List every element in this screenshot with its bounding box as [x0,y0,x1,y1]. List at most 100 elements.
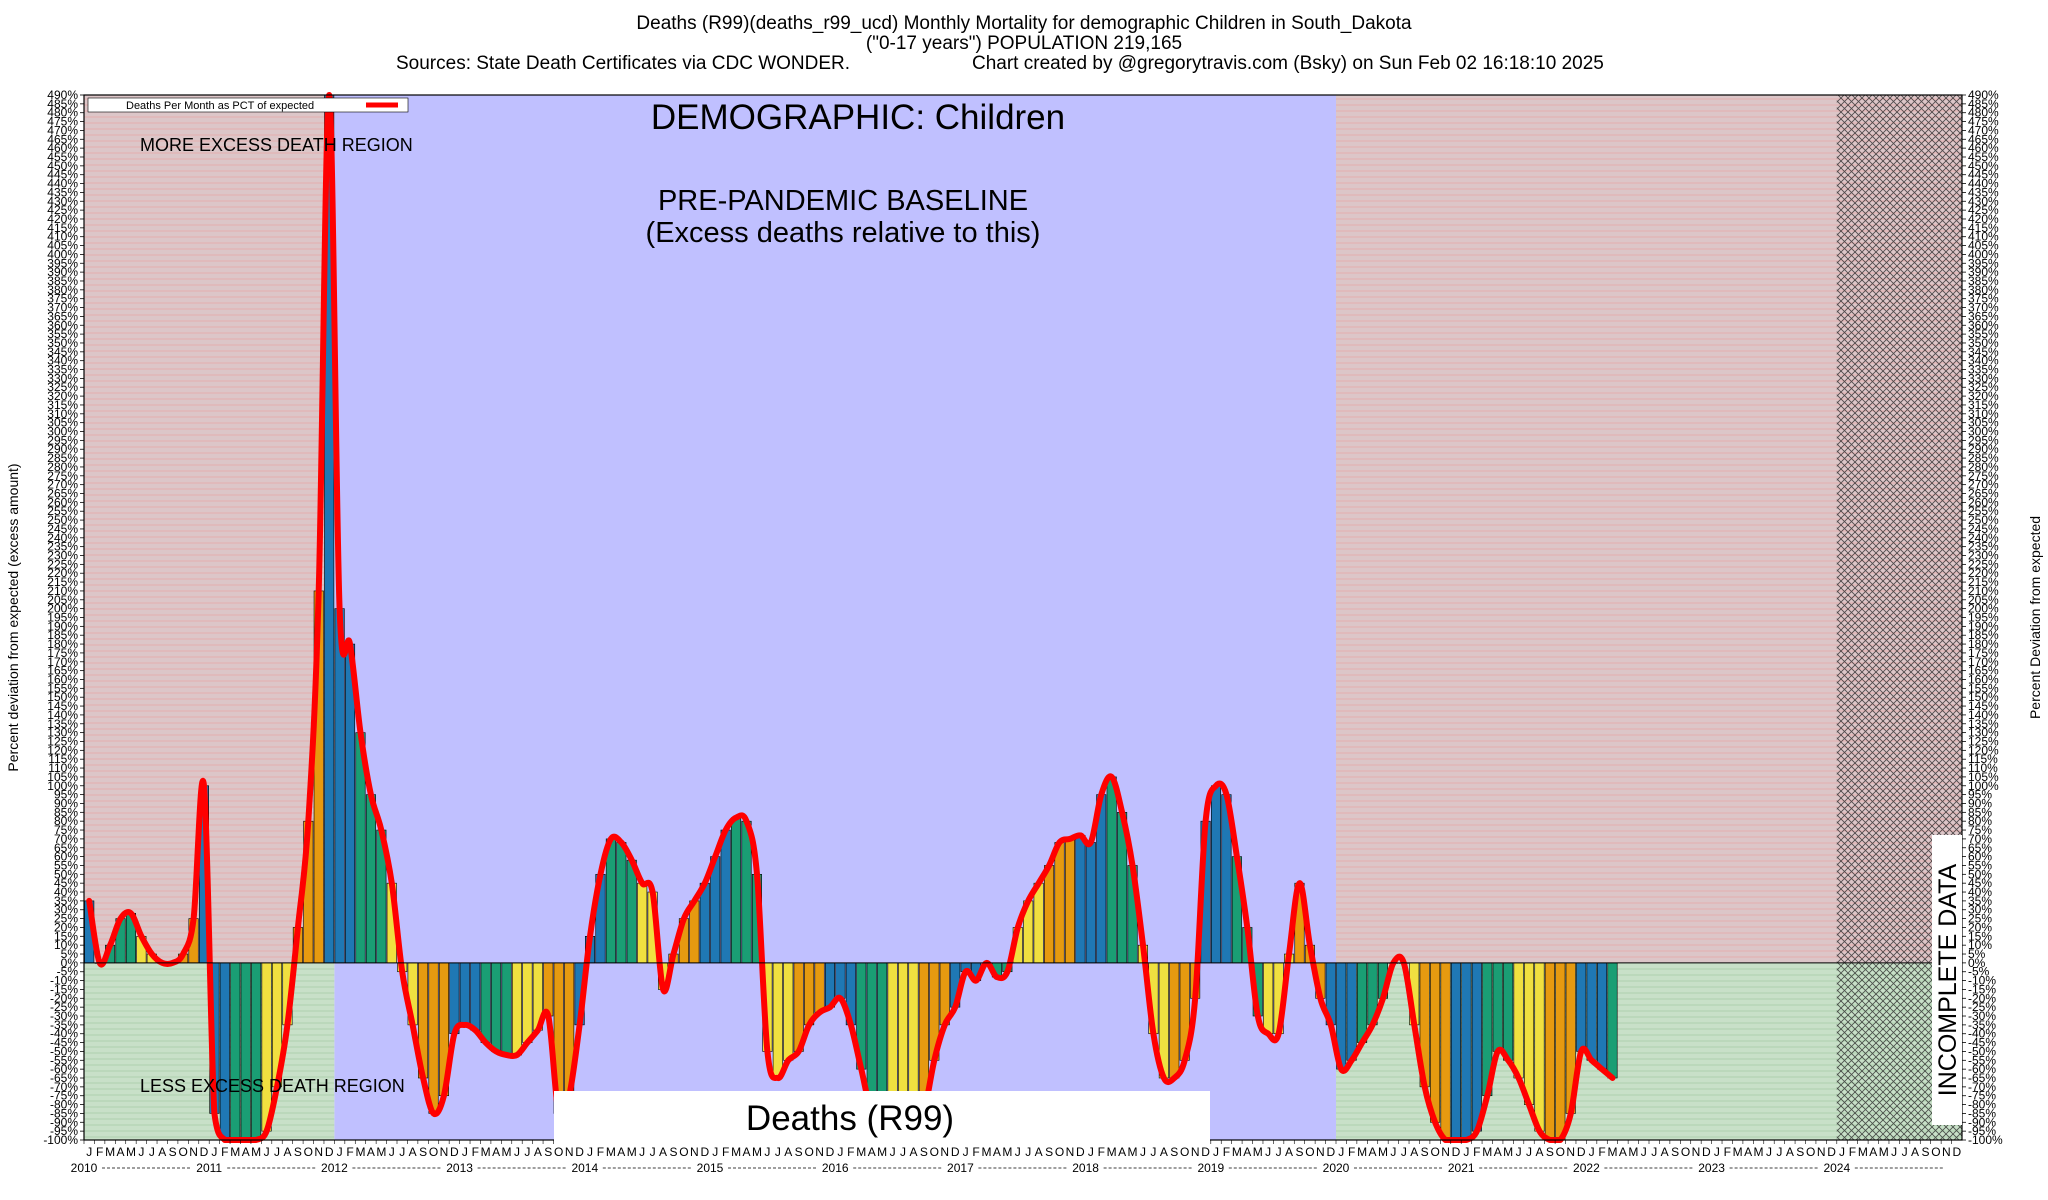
x-month-label: M [481,1145,491,1159]
y-tick-label-right: 215% [1968,575,1999,589]
x-year-label: 2010 [71,1161,98,1175]
y-tick-label-left: 185% [47,628,78,642]
x-month-label: J [264,1145,270,1159]
x-month-label: D [1577,1145,1586,1159]
x-month-label: M [731,1145,741,1159]
bar [1357,962,1368,1043]
y-tick-label-right: -30% [1968,1009,1996,1023]
y-tick-label-left: 40% [54,885,78,899]
x-month-label: N [690,1145,699,1159]
x-month-label: J [1641,1145,1647,1159]
x-month-label: S [1796,1145,1804,1159]
y-tick-label-right: 240% [1968,531,1999,545]
bar [1513,962,1524,1079]
x-month-label: J [1338,1145,1344,1159]
x-month-label: A [158,1145,166,1159]
y-tick-label-left: 290% [47,442,78,456]
bar [251,962,262,1141]
x-month-label: O [554,1145,563,1159]
y-tick-label-left: -80% [50,1098,78,1112]
y-tick-label-left: 25% [54,912,78,926]
x-month-label: F [1724,1145,1731,1159]
x-year-label: 2014 [571,1161,598,1175]
x-year-label: 2020 [1323,1161,1350,1175]
x-month-label: S [1671,1145,1679,1159]
x-month-label: M [1232,1145,1242,1159]
x-month-label: N [815,1145,824,1159]
cause-label: Deaths (R99) [746,1099,954,1138]
x-month-label: M [376,1145,386,1159]
x-month-label: D [951,1145,960,1159]
x-month-label: S [1045,1145,1053,1159]
x-month-label: D [325,1145,334,1159]
y-tick-label-left: 20% [54,920,78,934]
y-tick-label-right: 125% [1968,734,1999,748]
x-month-label: J [524,1145,530,1159]
y-tick-label-right: 400% [1968,247,1999,261]
y-tick-label-left: 320% [47,389,78,403]
x-month-label: J [1516,1145,1522,1159]
bar [1075,835,1086,964]
x-month-label: O [1055,1145,1064,1159]
x-month-label: S [419,1145,427,1159]
x-year-label: 2024 [1823,1161,1850,1175]
y-tick-label-right: -5% [1968,965,1990,979]
x-month-label: F [722,1145,729,1159]
x-month-label: M [606,1145,616,1159]
y-tick-label-left: 120% [47,743,78,757]
y-tick-label-right: 370% [1968,301,1999,315]
bar [511,962,522,1056]
y-tick-label-left: 130% [47,726,78,740]
y-tick-label-left: 485% [47,97,78,111]
y-tick-label-right: 140% [1968,708,1999,722]
y-tick-label-left: -50% [50,1044,78,1058]
x-month-label: M [1002,1145,1012,1159]
y-tick-label-right: 420% [1968,212,1999,226]
cause-box [554,1091,1210,1144]
y-tick-label-right: 270% [1968,478,1999,492]
x-month-label: J [963,1145,969,1159]
y-tick-label-left: 360% [47,318,78,332]
bar [1064,838,1075,964]
bar [1033,882,1044,964]
y-tick-label-left: -95% [50,1124,78,1138]
y-tick-label-left: 245% [47,522,78,536]
y-tick-label-right: 465% [1968,132,1999,146]
bar [459,962,470,1026]
bar [1450,962,1462,1141]
y-tick-label-left: 200% [47,602,78,616]
bar [626,859,637,964]
y-tick-label-left: 215% [47,575,78,589]
x-month-label: A [1369,1145,1377,1159]
y-tick-label-left: 415% [47,221,78,235]
x-month-label: J [1140,1145,1146,1159]
bar [1471,962,1482,1132]
x-month-label: J [1276,1145,1282,1159]
x-month-label: J [1088,1145,1094,1159]
y-tick-label-left: -10% [50,974,78,988]
y-tick-label-left: 170% [47,655,78,669]
y-tick-label-right: 285% [1968,451,1999,465]
x-month-label: A [1869,1145,1877,1159]
y-tick-label-right: -80% [1968,1098,1996,1112]
y-tick-label-left: -30% [50,1009,78,1023]
x-month-label: S [1295,1145,1303,1159]
y-tick-label-right: 315% [1968,398,1999,412]
x-month-label: J [1766,1145,1772,1159]
y-tick-label-right: -100% [1968,1133,2003,1147]
x-month-label: F [1598,1145,1605,1159]
y-tick-label-left: 355% [47,327,78,341]
y-tick-label-right: -15% [1968,982,1996,996]
bar [1503,962,1514,1061]
x-month-label: S [169,1145,177,1159]
y-tick-label-right: 185% [1968,628,1999,642]
y-tick-label-left: 460% [47,141,78,155]
y-tick-label-left: 380% [47,283,78,297]
y-tick-label-left: 150% [47,690,78,704]
x-month-label: A [117,1145,125,1159]
x-month-label: O [1430,1145,1439,1159]
x-month-label: D [200,1145,209,1159]
x-month-label: J [1025,1145,1031,1159]
x-month-label: D [1326,1145,1335,1159]
